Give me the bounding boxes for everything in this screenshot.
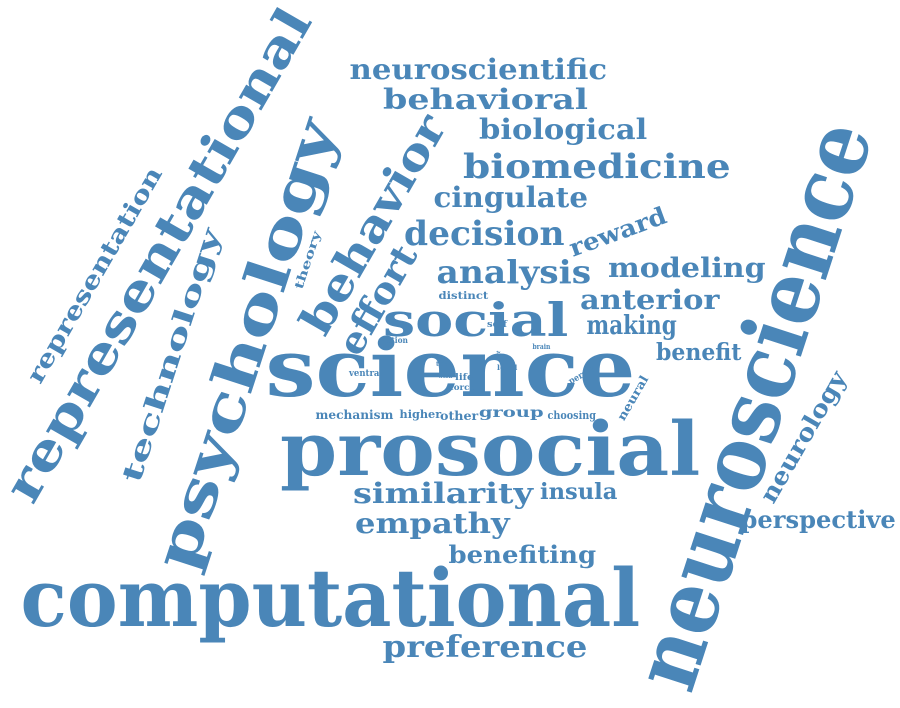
word-neuroscience: neuroscience xyxy=(611,108,893,702)
word-life: life xyxy=(454,372,474,383)
word-group: group xyxy=(478,405,544,421)
word-force: force xyxy=(449,382,475,392)
word-preference: preference xyxy=(382,630,588,665)
word-biological: biological xyxy=(478,113,648,146)
word-ventral: ventral xyxy=(348,368,383,379)
word-work: work xyxy=(437,373,452,380)
word-modeling: modeling xyxy=(608,252,766,284)
word-science: science xyxy=(265,321,635,415)
word-brain: brain xyxy=(531,341,550,351)
word-similarity: similarity xyxy=(352,477,534,510)
word-anterior: anterior xyxy=(580,284,720,316)
word-insula: insula xyxy=(539,479,617,505)
word-action: action xyxy=(381,335,408,345)
word-level: level xyxy=(496,362,518,372)
word-computational: computational xyxy=(19,551,640,645)
word-behavioral: behavioral xyxy=(382,83,588,116)
word-distinct: distinct xyxy=(438,291,488,302)
word-social: social xyxy=(382,293,568,347)
word-self: self xyxy=(486,319,508,330)
word-neuroscientific: neuroscientific xyxy=(349,53,607,86)
word-mechanism: mechanism xyxy=(315,408,393,422)
word-cingulate: cingulate xyxy=(433,181,589,214)
word-making: making xyxy=(586,311,677,341)
word-higher: higher xyxy=(399,407,441,421)
word-benefit: benefit xyxy=(655,338,741,366)
word-empathy: empathy xyxy=(354,507,510,540)
word-prosocial: prosocial xyxy=(279,407,701,493)
word-trial: trial xyxy=(436,361,451,368)
word-perspective: perspective xyxy=(740,505,896,534)
word-other: other xyxy=(439,409,479,423)
word-benefiting: benefiting xyxy=(448,540,596,569)
word-decision: decision xyxy=(403,214,565,254)
word-biomedicine: biomedicine xyxy=(463,147,731,187)
word-analysis: analysis xyxy=(436,253,592,291)
word-choosing: choosing xyxy=(547,408,596,422)
